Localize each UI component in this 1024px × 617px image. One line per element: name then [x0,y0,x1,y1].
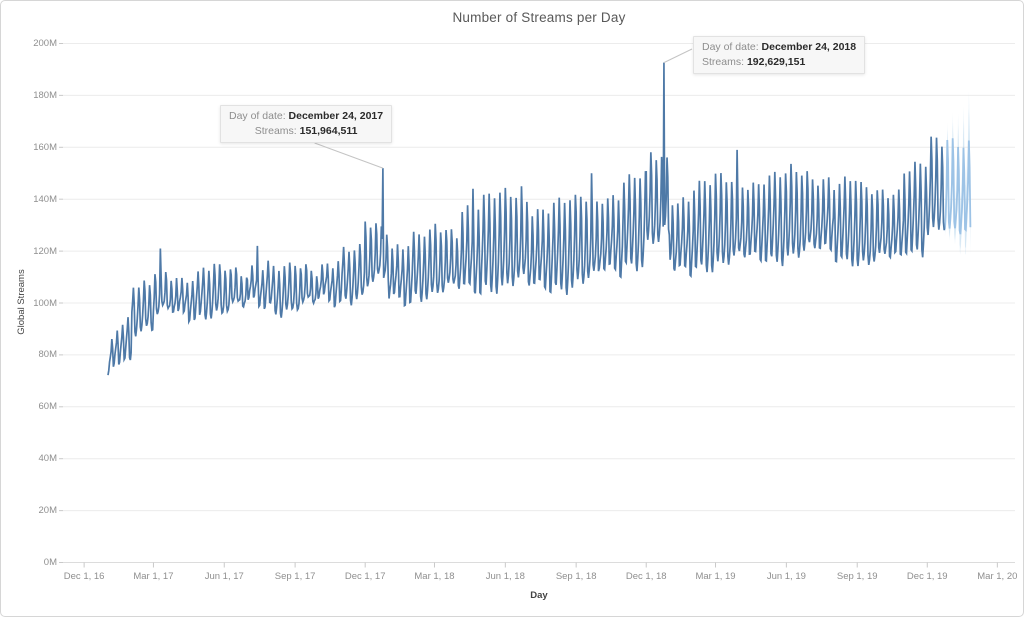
annotation-value: December 24, 2018 [761,41,857,53]
x-tick-label: Mar 1, 18 [414,571,455,582]
y-tick-label: 100M [33,297,57,309]
y-tick-label: 80M [38,349,57,361]
forecast-line [943,138,972,235]
plot-area[interactable] [59,43,1015,568]
x-axis-title: Day [530,590,548,601]
chart-title: Number of Streams per Day [452,10,626,25]
y-tick-label: 120M [33,245,57,257]
annotation-line-date: Day of date: December 24, 2018 [702,40,856,55]
x-tick-label: Sep 1, 19 [836,571,878,582]
y-tick-label: 160M [33,141,57,153]
x-tick-label: Jun 1, 18 [485,571,525,582]
annotation-callout-2018: Day of date: December 24, 2018 Streams: … [693,36,866,74]
y-tick-label: 40M [38,453,57,465]
x-tick-label: Dec 1, 16 [63,571,105,582]
y-tick-label: 180M [33,89,57,101]
y-tick-label: 20M [38,505,57,517]
annotation-label: Streams: [254,125,297,137]
x-tick-label: Dec 1, 19 [906,571,948,582]
x-tick-label: Jun 1, 17 [204,571,244,582]
annotation-callout-2017: Day of date: December 24, 2017 Streams: … [220,105,393,143]
x-tick-label: Sep 1, 18 [555,571,597,582]
x-tick-label: Dec 1, 17 [344,571,386,582]
annotation-line-streams: Streams: 151,964,511 [229,124,383,139]
streams-line[interactable] [107,62,946,376]
y-tick-label: 200M [33,38,57,49]
annotation-value: 192,629,151 [746,56,806,68]
x-tick-label: Mar 1, 19 [695,571,736,582]
annotation-label: Day of date: [702,41,759,53]
x-tick-label: Mar 1, 20 [977,571,1018,582]
annotation-line-date: Day of date: December 24, 2017 [229,109,383,124]
y-tick-label: 0M [43,557,57,568]
annotation-line-streams: Streams: 192,629,151 [702,55,856,70]
x-tick-label: Mar 1, 17 [133,571,174,582]
x-tick-label: Jun 1, 19 [766,571,806,582]
y-tick-label: 140M [33,193,57,205]
annotation-value: December 24, 2017 [288,110,384,122]
annotation-label: Day of date: [229,110,286,122]
annotation-label: Streams: [702,56,745,68]
x-tick-label: Dec 1, 18 [625,571,667,582]
annotation-value: 151,964,511 [299,125,358,137]
y-tick-label: 60M [38,401,57,413]
x-tick-label: Sep 1, 17 [274,571,316,582]
